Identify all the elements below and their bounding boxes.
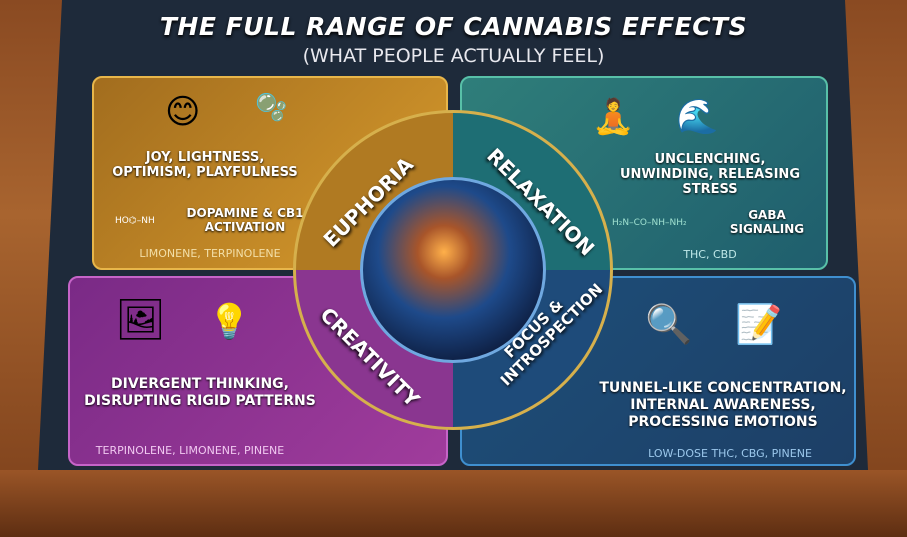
magnifier-icon: 🔍: [645, 302, 693, 346]
smiley-icon: 😊: [165, 92, 201, 132]
euphoria-compounds: LIMONENE, TERPINOLENE: [139, 247, 281, 260]
easel-icon: 🖼: [115, 297, 166, 343]
relaxation-compounds: THC, CBD: [683, 248, 737, 261]
focus-compounds: LOW-DOSE THC, CBG, PINENE: [648, 447, 812, 460]
creativity-feelings: DIVERGENT THINKING, DISRUPTING RIGID PAT…: [84, 376, 316, 409]
wave-icon: 🌊: [676, 97, 719, 137]
subtitle: (WHAT PEOPLE ACTUALLY FEEL): [302, 45, 605, 67]
creativity-compounds: TERPINOLENE, LIMONENE, PINENE: [95, 444, 285, 457]
notepad-icon: 📝: [735, 302, 783, 346]
bubbles-icon: 🫧: [255, 93, 288, 123]
gaba-molecule-icon: H₂N–CO–NH–NH₂: [612, 218, 687, 228]
euphoria-mechanism: DOPAMINE & CB1 ACTIVATION: [186, 206, 304, 234]
euphoria-feelings: JOY, LIGHTNESS, OPTIMISM, PLAYFULNESS: [112, 150, 298, 180]
infographic-board: THE FULL RANGE OF CANNABIS EFFECTS (WHAT…: [38, 0, 868, 470]
focus-feelings: TUNNEL-LIKE CONCENTRATION, INTERNAL AWAR…: [599, 380, 847, 430]
relaxation-feelings: UNCLENCHING, UNWINDING, RELEASING STRESS: [619, 152, 800, 197]
title: THE FULL RANGE OF CANNABIS EFFECTS: [159, 12, 748, 41]
brain-head-icon: [360, 177, 546, 363]
lightbulb-icon: 💡: [208, 302, 251, 342]
table: [0, 470, 907, 537]
relaxation-mechanism: GABA SIGNALING: [729, 208, 805, 236]
meditation-icon: 🧘: [592, 97, 635, 137]
dopamine-molecule-icon: HO⌬–NH: [115, 216, 155, 226]
